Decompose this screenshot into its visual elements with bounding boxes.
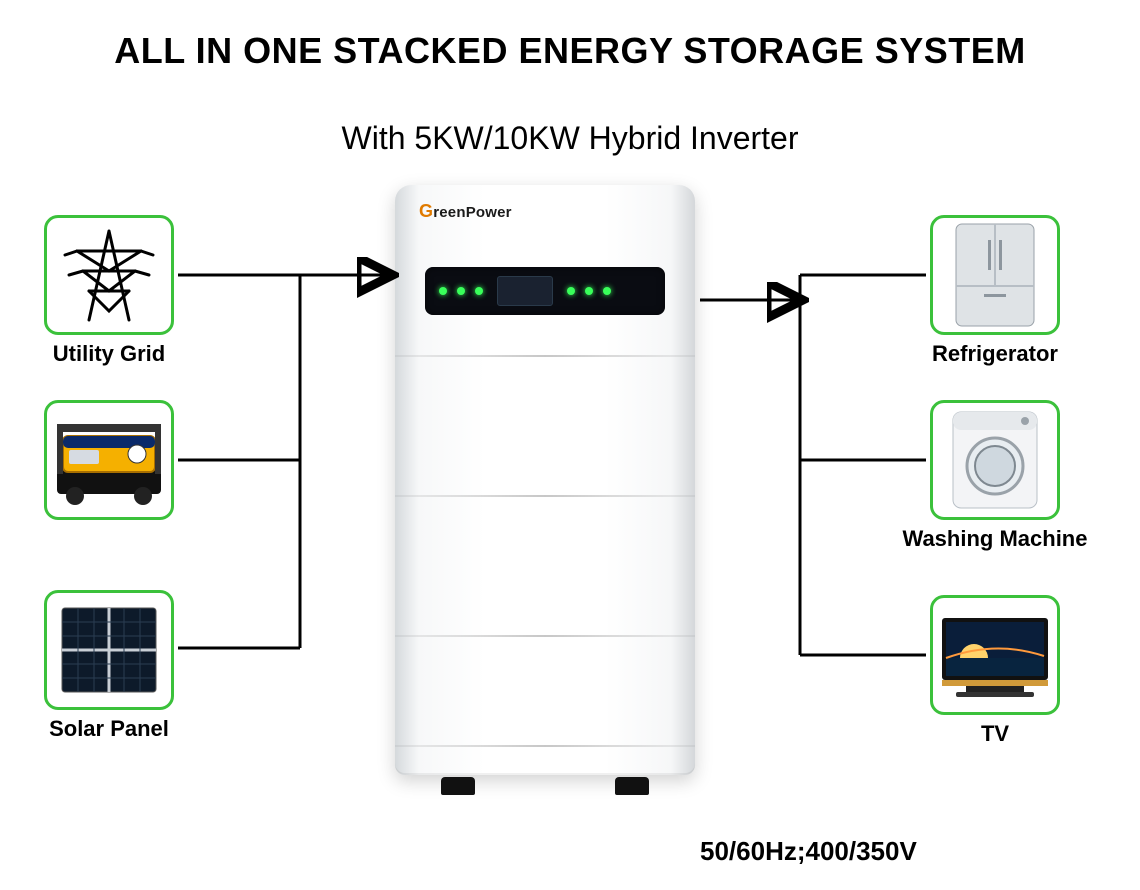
energy-storage-device: GreenPower	[395, 185, 695, 795]
washing-machine-icon	[930, 400, 1060, 520]
solar-panel-label: Solar Panel	[44, 716, 174, 742]
device-segment-line	[395, 745, 695, 747]
tv-icon	[930, 595, 1060, 715]
solar-panel-icon	[44, 590, 174, 710]
led-icon	[475, 287, 483, 295]
utility-grid-label: Utility Grid	[44, 341, 174, 367]
device-foot	[441, 777, 475, 795]
generator-icon	[44, 400, 174, 520]
device-control-panel	[425, 267, 665, 315]
page-title: ALL IN ONE STACKED ENERGY STORAGE SYSTEM	[0, 30, 1140, 72]
utility-grid-icon	[44, 215, 174, 335]
refrigerator-label: Refrigerator	[930, 341, 1060, 367]
washing-machine-label: Washing Machine	[890, 526, 1100, 552]
spec-line: 50/60Hz;400/350V	[700, 836, 917, 867]
device-foot	[615, 777, 649, 795]
node-generator	[44, 400, 174, 526]
led-icon	[439, 287, 447, 295]
refrigerator-icon	[930, 215, 1060, 335]
led-icon	[603, 287, 611, 295]
device-body: GreenPower	[395, 185, 695, 775]
device-segment-line	[395, 635, 695, 637]
led-icon	[567, 287, 575, 295]
device-brand: GreenPower	[419, 201, 512, 222]
node-refrigerator: Refrigerator	[930, 215, 1060, 367]
led-icon	[585, 287, 593, 295]
node-utility-grid: Utility Grid	[44, 215, 174, 367]
node-washing-machine: Washing Machine	[930, 400, 1060, 552]
node-tv: TV	[930, 595, 1060, 747]
page-subtitle: With 5KW/10KW Hybrid Inverter	[0, 120, 1140, 157]
device-segment-line	[395, 355, 695, 357]
device-segment-line	[395, 495, 695, 497]
lcd-display	[497, 276, 553, 306]
led-icon	[457, 287, 465, 295]
tv-label: TV	[930, 721, 1060, 747]
node-solar-panel: Solar Panel	[44, 590, 174, 742]
